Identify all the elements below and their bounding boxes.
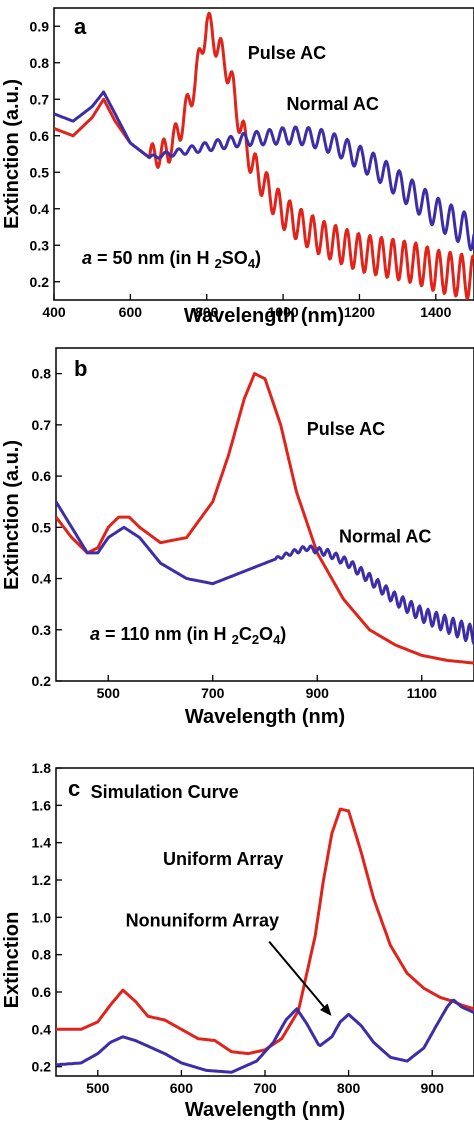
x-axis-title-b: Wavelength (nm) [185, 706, 345, 728]
series-label: Pulse AC [307, 419, 385, 439]
ticks-a: 400 600 800 1000 1200 1400 0.2 0.3 0.4 0.5 0.6 0.7 0… [30, 18, 452, 320]
y-tick-label: 1.2 [32, 872, 52, 888]
y-tick-label: 1.6 [32, 797, 52, 813]
y-tick-label: 1.0 [32, 909, 52, 925]
subscript: 2 [252, 632, 259, 647]
y-tick-label: 0.2 [32, 673, 52, 689]
condition-symbol-a: a [82, 248, 92, 268]
series-label: Pulse AC [248, 43, 326, 63]
subscript: 2 [232, 632, 239, 647]
x-tick-label: 1400 [420, 304, 451, 320]
panel-c: 500 600 700 800 900 0.2 0.4 0.6 0.8 1.0 1.2 1.4 1.6 1… [1, 760, 474, 1121]
x-tick-label: 700 [201, 685, 225, 701]
y-tick-label: 0.3 [32, 622, 52, 638]
panel-letter-a: a [74, 14, 87, 39]
y-tick-label: 0.3 [30, 237, 50, 253]
y-tick-label: 0.8 [30, 55, 50, 71]
x-tick-label: 600 [119, 304, 143, 320]
annotation-arrow [268, 940, 332, 1016]
series-line-pulse-ac [56, 372, 474, 665]
x-tick-label: 800 [337, 1080, 361, 1096]
formula-text: SO [222, 248, 248, 268]
y-tick-label: 0.5 [32, 519, 52, 535]
subscript: 4 [248, 256, 256, 271]
panel-b: 500 700 900 1100 0.2 0.3 0.4 0.5 0.6 0.7 0.8 Pulse… [1, 347, 474, 728]
condition-text-a: = 50 nm (in H [92, 248, 210, 268]
x-tick-label: 700 [253, 1080, 277, 1096]
y-tick-label: 0.5 [30, 164, 50, 180]
ticks-c: 500 600 700 800 900 0.2 0.4 0.6 0.8 1.0 1.2 1.4 1.6 1… [32, 760, 445, 1096]
y-tick-label: 0.4 [32, 1021, 52, 1037]
x-axis-title-a: Wavelength (nm) [184, 305, 344, 327]
y-tick-label: 0.8 [32, 947, 52, 963]
series-label: Nonuniform Array [126, 911, 279, 931]
x-tick-label: 1000 [268, 304, 299, 320]
y-tick-label: 1.4 [32, 835, 52, 851]
series-b: Pulse AC Normal AC [56, 372, 474, 665]
formula-text: O [259, 624, 273, 644]
series-a: Pulse AC Normal AC [54, 11, 474, 300]
plot-frame-a [53, 7, 474, 301]
series-label: Simulation Curve [91, 782, 239, 802]
formula-text: C [239, 624, 252, 644]
subscript: 4 [273, 632, 281, 647]
panel-letter-c: c [68, 776, 80, 801]
y-tick-label: 0.7 [30, 91, 50, 107]
y-tick-label: 0.4 [32, 571, 52, 587]
condition-annotation-a: a = 50 nm (in H 2SO4) [82, 248, 261, 271]
y-tick-label: 0.2 [30, 274, 50, 290]
x-tick-label: 500 [97, 685, 121, 701]
x-tick-label: 900 [306, 685, 330, 701]
series-label: Normal AC [339, 527, 431, 547]
series-line-normal-ac [56, 500, 474, 645]
panel-a: 400 600 800 1000 1200 1400 0.2 0.3 0.4 0.5 0.6 0.7 0… [1, 7, 474, 327]
y-tick-label: 0.6 [30, 128, 50, 144]
y-axis-title-b: Extinction (a.u.) [1, 440, 23, 590]
x-tick-label: 800 [195, 304, 219, 320]
x-axis-title-c: Wavelength (nm) [185, 1099, 345, 1121]
y-tick-label: 0.7 [32, 417, 52, 433]
series-line-normal-ac [54, 90, 474, 252]
y-tick-label: 0.8 [32, 366, 52, 382]
x-tick-label: 1100 [407, 685, 438, 701]
y-tick-label: 0.4 [30, 201, 50, 217]
subscript: 2 [215, 256, 222, 271]
x-tick-label: 900 [421, 1080, 445, 1096]
y-tick-label: 1.8 [32, 760, 52, 776]
condition-text-b: = 110 nm (in H [100, 624, 227, 644]
series-label: Normal AC [287, 94, 379, 114]
y-tick-label: 0.6 [32, 984, 52, 1000]
x-tick-label: 600 [170, 1080, 194, 1096]
x-tick-label: 500 [86, 1080, 110, 1096]
condition-symbol-b: a [90, 624, 100, 644]
series-c: Simulation Curve Uniform Array Nonuniform … [56, 782, 474, 1074]
series-label: Uniform Array [163, 849, 283, 869]
x-tick-label: 1200 [344, 304, 375, 320]
y-axis-title-c: Extinction [1, 912, 23, 1009]
plot-frame-b [55, 347, 474, 682]
ticks-b: 500 700 900 1100 0.2 0.3 0.4 0.5 0.6 0.7 0.8 [32, 366, 438, 701]
panel-letter-b: b [74, 356, 87, 381]
y-tick-label: 0.9 [30, 18, 50, 34]
condition-annotation-b: a = 110 nm (in H 2C2O4) [90, 624, 286, 647]
y-tick-label: 0.6 [32, 468, 52, 484]
x-tick-label: 400 [42, 304, 66, 320]
y-tick-label: 0.2 [32, 1059, 52, 1075]
formula-text: ) [255, 248, 261, 268]
series-line-uniform-array [56, 807, 474, 1056]
y-axis-title-a: Extinction (a.u.) [1, 79, 23, 229]
series-line-nonuniform-array [56, 998, 474, 1074]
formula-text: ) [280, 624, 286, 644]
